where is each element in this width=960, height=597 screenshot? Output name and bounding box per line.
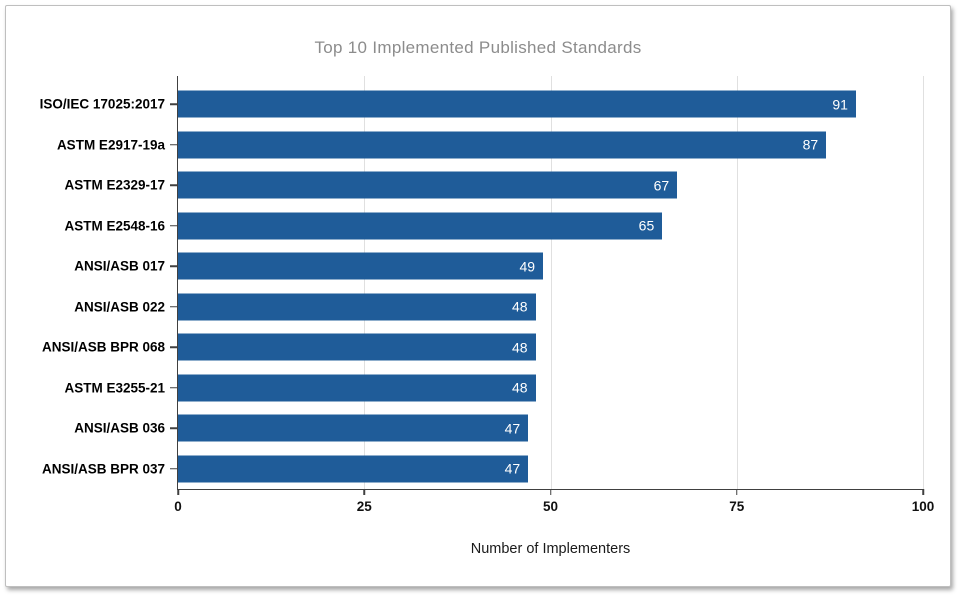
bar-value-label: 48	[512, 379, 528, 396]
category-label: ASTM E3255-21	[64, 380, 165, 396]
plot-area: ISO/IEC 17025:2017 91 ASTM E2917-19a 87 ASTM…	[40, 76, 934, 557]
category-tick	[170, 387, 178, 389]
category-tick	[170, 427, 178, 429]
category-label: ANSI/ASB 017	[74, 258, 165, 274]
bar: 48	[178, 293, 536, 321]
category-tick	[170, 103, 178, 105]
chart-title: Top 10 Implemented Published Standards	[314, 38, 642, 57]
category-tick	[170, 265, 178, 267]
x-axis-tick-label: 50	[542, 499, 559, 514]
bar: 87	[178, 131, 827, 159]
bar-row: ANSI/ASB 017 49	[74, 246, 923, 287]
x-axis-tick	[549, 489, 552, 495]
bar: 49	[178, 252, 544, 280]
bar-value-label: 48	[512, 339, 528, 356]
bar-value-label: 87	[802, 136, 819, 153]
category-tick	[170, 468, 178, 470]
category-tick	[170, 346, 178, 348]
bar-value-label: 48	[512, 298, 528, 315]
bars-layer: ISO/IEC 17025:2017 91 ASTM E2917-19a 87 ASTM…	[40, 76, 923, 490]
bar-row: ISO/IEC 17025:2017 91	[40, 84, 923, 125]
category-tick	[170, 144, 178, 146]
bar-value-label: 47	[504, 420, 521, 437]
gridline	[364, 76, 366, 489]
bar: 47	[178, 455, 529, 483]
bar-value-label: 49	[519, 258, 536, 275]
category-label: ANSI/ASB BPR 037	[41, 461, 165, 477]
x-axis-title: Number of Implementers	[470, 541, 631, 557]
category-label: ISO/IEC 17025:2017	[39, 96, 165, 112]
x-axis-tick	[177, 489, 179, 495]
bar-value-label: 65	[638, 217, 655, 234]
bar-row: ASTM E2917-19a 87	[57, 125, 923, 166]
x-axis-tick-label: 75	[729, 499, 745, 514]
x-axis-tick-label: 100	[911, 499, 935, 514]
bar-row: ANSI/ASB 022 48	[74, 287, 923, 328]
chart-card: Top 10 Implemented Published Standards I…	[5, 5, 951, 587]
bar: 48	[178, 333, 536, 361]
bar: 67	[178, 171, 678, 199]
x-axis-tick	[363, 489, 365, 495]
category-tick	[170, 184, 178, 186]
bar-row: ANSI/ASB BPR 037 47	[42, 449, 923, 490]
x-axis-tick	[922, 489, 924, 495]
category-label: ASTM E2329-17	[64, 177, 165, 193]
bar: 91	[178, 90, 856, 118]
bar-value-label: 67	[653, 177, 670, 194]
gridline	[550, 76, 552, 489]
bar-row: ASTM E2548-16 65	[64, 206, 923, 247]
bar-value-label: 91	[832, 96, 848, 113]
category-label: ASTM E2917-19a	[56, 137, 165, 153]
bar-row: ASTM E2329-17 67	[64, 165, 923, 206]
category-tick	[170, 225, 178, 227]
bar-row: ANSI/ASB BPR 068 48	[42, 327, 923, 368]
category-label: ANSI/ASB 022	[74, 299, 165, 315]
bar-row: ASTM E3255-21 48	[64, 368, 923, 409]
x-axis-tick-label: 25	[356, 499, 372, 514]
bar-row: ANSI/ASB 036 47	[74, 408, 923, 449]
bar: 65	[178, 212, 663, 240]
gridline	[736, 76, 738, 489]
bar: 47	[178, 414, 529, 442]
category-label: ANSI/ASB BPR 068	[41, 339, 165, 355]
category-label: ANSI/ASB 036	[74, 420, 165, 436]
gridline	[923, 76, 924, 489]
x-axis-tick	[736, 489, 738, 495]
bar-value-label: 47	[504, 460, 521, 477]
category-tick	[170, 306, 178, 308]
x-axis-tick-label: 0	[174, 499, 182, 514]
bar: 48	[178, 374, 536, 402]
category-label: ASTM E2548-16	[64, 218, 165, 234]
